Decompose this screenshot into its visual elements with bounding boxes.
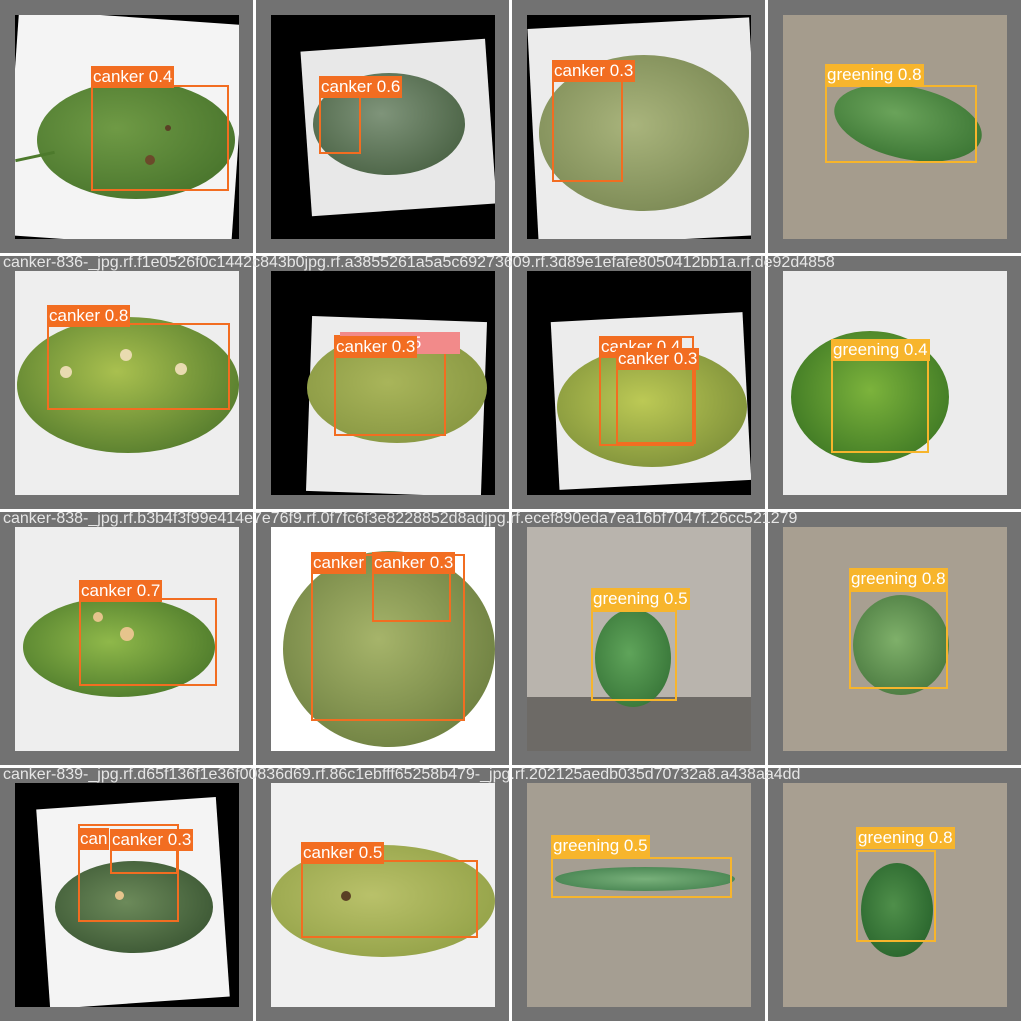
tile-r3-c3: greening 0.8 — [768, 768, 1021, 1021]
detection-label: canker 0.6 — [319, 76, 403, 98]
tile-r3-c1: canker 0.5 — [256, 768, 509, 1021]
bounding-box — [552, 79, 623, 182]
filename-caption: canker-839-_jpg.rf.d65f136f1e36f00836d69… — [3, 766, 801, 783]
detection-label: can — [78, 828, 110, 850]
detection-label: canker 0.5 — [301, 842, 385, 864]
leaf-photo — [783, 527, 1007, 751]
detection-label: greening 0.8 — [856, 827, 955, 849]
tile-r2-c3: greening 0.8 — [768, 512, 1021, 765]
detection-label: greening 0.5 — [551, 835, 650, 857]
bounding-box — [372, 570, 451, 622]
detection-label: greening 0.5 — [591, 588, 690, 610]
bounding-box — [301, 860, 478, 938]
tile-r3-c2: greening 0.5 — [512, 768, 765, 1021]
tile-r3-c0: can canker 0.3 — [0, 768, 253, 1021]
detection-label: greening 0.8 — [849, 568, 948, 590]
detection-label: greening 0.4 — [831, 339, 930, 361]
bounding-box — [849, 590, 948, 689]
tile-r0-c1: canker 0.6 — [256, 0, 509, 253]
leaf-photo — [527, 271, 751, 495]
tile-r1-c2: canker 0.4 canker 0.3 — [512, 256, 765, 509]
leaf-photo — [783, 15, 1007, 239]
leaf-photo — [15, 527, 239, 751]
leaf-photo — [527, 783, 751, 1007]
detection-label: canker 0.8 — [47, 305, 131, 327]
leaf-photo — [527, 527, 751, 751]
tile-r1-c3: greening 0.4 — [768, 256, 1021, 509]
detection-label: greening 0.8 — [825, 64, 924, 86]
tile-r2-c0: canker 0.7 — [0, 512, 253, 765]
bounding-box — [91, 85, 229, 191]
tile-r2-c2: greening 0.5 — [512, 512, 765, 765]
detection-label: canker 0.3 — [334, 336, 418, 358]
tile-r0-c3: greening 0.8 — [768, 0, 1021, 253]
bounding-box — [79, 598, 217, 686]
detection-label: canker 0.3 — [552, 60, 636, 82]
detection-label: canker 0.4 — [91, 66, 175, 88]
bounding-box — [319, 96, 361, 154]
bounding-box — [78, 824, 179, 922]
bounding-box — [591, 610, 677, 701]
bounding-box — [831, 359, 929, 453]
detection-label: canker 0.7 — [79, 580, 163, 602]
leaf-photo — [15, 15, 239, 239]
bounding-box — [47, 323, 230, 410]
bounding-box — [856, 850, 936, 942]
tile-r1-c0: canker 0.8 — [0, 256, 253, 509]
leaf-photo — [271, 15, 495, 239]
tile-r0-c0: canker 0.4 — [0, 0, 253, 253]
detection-label: canker 0.3 — [616, 348, 700, 370]
leaf-photo — [15, 783, 239, 1007]
filename-caption: canker-836-_jpg.rf.f1e0526f0c1442c843b0j… — [3, 254, 835, 271]
detection-label: canker — [311, 552, 367, 574]
bounding-box — [825, 85, 977, 163]
leaf-photo — [271, 271, 495, 495]
detection-label: canker 0.3 — [110, 829, 194, 851]
filename-caption: canker-838-_jpg.rf.b3b4f3f99e414e7e76f9.… — [3, 510, 798, 527]
tile-r1-c1: canker 0.5 canker 0.3 — [256, 256, 509, 509]
bounding-box — [551, 857, 732, 898]
tile-r0-c2: canker 0.3 — [512, 0, 765, 253]
tile-r2-c1: canker canker 0.3 — [256, 512, 509, 765]
detection-label: canker 0.3 — [372, 552, 456, 574]
